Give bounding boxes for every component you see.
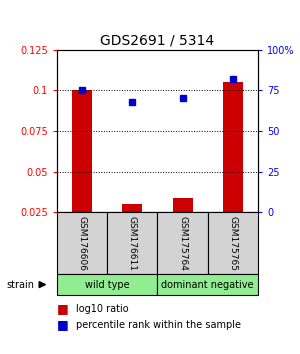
Bar xyxy=(72,90,92,212)
Text: strain: strain xyxy=(6,280,34,290)
Text: ■: ■ xyxy=(57,303,69,315)
Text: GSM176606: GSM176606 xyxy=(78,216,87,271)
Text: GSM175765: GSM175765 xyxy=(228,216,237,271)
Text: percentile rank within the sample: percentile rank within the sample xyxy=(76,320,242,330)
Text: wild type: wild type xyxy=(85,280,130,290)
Text: log10 ratio: log10 ratio xyxy=(76,304,129,314)
Text: ■: ■ xyxy=(57,319,69,331)
Text: dominant negative: dominant negative xyxy=(161,280,254,290)
Text: GSM175764: GSM175764 xyxy=(178,216,187,271)
Title: GDS2691 / 5314: GDS2691 / 5314 xyxy=(100,33,214,47)
Bar xyxy=(122,204,142,212)
Bar xyxy=(223,82,243,212)
Bar xyxy=(172,198,193,212)
Text: GSM176611: GSM176611 xyxy=(128,216,137,271)
